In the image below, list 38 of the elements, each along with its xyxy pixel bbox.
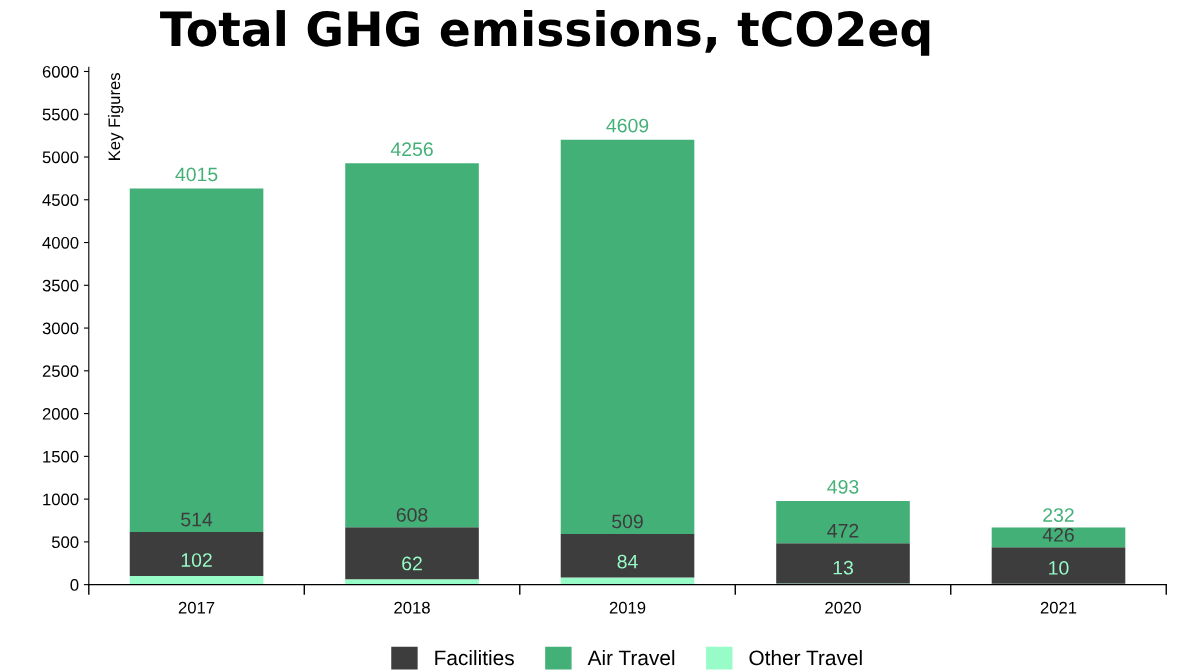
- legend-label: Facilities: [435, 649, 514, 666]
- data-label: 493: [827, 479, 859, 494]
- y-tick-label: 5000: [42, 151, 79, 164]
- data-label: 10: [1049, 561, 1069, 575]
- data-label: 13: [833, 560, 853, 575]
- y-tick-label: 2500: [42, 365, 79, 378]
- data-label: 472: [827, 523, 859, 538]
- y-tick-label: 4500: [42, 194, 79, 206]
- x-tick-label: 2017: [178, 601, 215, 614]
- data-label: 608: [396, 508, 428, 522]
- data-label: 509: [612, 514, 643, 529]
- y-tick-label: 1000: [43, 493, 79, 506]
- y-axis-title: Key Figures: [107, 72, 124, 160]
- y-tick-label: 2000: [42, 407, 79, 420]
- data-label: 514: [181, 512, 213, 527]
- y-tick-label: 4000: [42, 236, 79, 249]
- data-label: 232: [1043, 508, 1074, 522]
- x-tick-label: 2018: [394, 601, 430, 614]
- x-tick-label: 2019: [609, 601, 646, 614]
- y-tick-label: 5500: [42, 108, 79, 121]
- data-label: 4609: [606, 118, 649, 133]
- y-tick-label: 0: [70, 579, 79, 591]
- legend-label: Other Travel: [749, 649, 862, 666]
- chart-title: Total GHG emissions, tCO2eq: [160, 10, 930, 56]
- legend-label: Air Travel: [587, 649, 675, 666]
- y-tick-label: 500: [51, 536, 79, 549]
- data-label: 102: [181, 553, 212, 567]
- data-label: 84: [617, 554, 638, 569]
- y-tick-label: 3500: [42, 279, 79, 292]
- data-label: 4015: [175, 167, 218, 182]
- x-tick-label: 2020: [825, 601, 861, 614]
- x-tick-label: 2021: [1040, 601, 1077, 614]
- data-label: 62: [402, 556, 422, 571]
- y-tick-label: 6000: [42, 65, 79, 78]
- y-tick-label: 3000: [42, 322, 79, 335]
- y-tick-label: 1500: [43, 450, 79, 463]
- data-label: 426: [1042, 528, 1074, 542]
- data-label: 4256: [390, 142, 433, 157]
